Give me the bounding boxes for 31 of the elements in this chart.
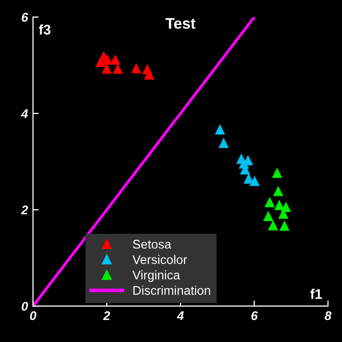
x-axis-title: f1	[310, 288, 322, 299]
chart-title: Test	[166, 18, 196, 29]
point	[279, 220, 290, 231]
legend-label: Versicolor	[132, 254, 188, 264]
point	[112, 63, 123, 74]
y-tick-label: 4	[20, 109, 28, 118]
y-axis-title: f3	[38, 24, 50, 35]
point	[268, 220, 278, 230]
point	[264, 196, 275, 208]
point	[263, 210, 274, 222]
y-tick-label: 2	[20, 206, 28, 214]
y-tick-label: 0	[22, 302, 28, 311]
point	[273, 186, 284, 196]
y-tick-label: 6	[22, 12, 28, 22]
point	[102, 63, 112, 74]
point	[131, 63, 142, 74]
legend-label: Discrimination	[133, 286, 210, 295]
x-tick-label: 4	[176, 311, 184, 320]
point	[244, 173, 254, 184]
point	[272, 168, 282, 178]
point	[110, 54, 120, 65]
legend-label: Virginica	[132, 270, 180, 282]
x-tick-label: 6	[251, 311, 258, 320]
legend-label: Setosa	[132, 240, 172, 249]
point	[274, 200, 284, 210]
x-tick-label: 8	[324, 311, 332, 320]
x-tick-label: 2	[103, 311, 110, 320]
point	[218, 138, 229, 148]
point	[249, 176, 260, 186]
point	[214, 124, 226, 134]
x-tick-label: 0	[30, 311, 36, 320]
